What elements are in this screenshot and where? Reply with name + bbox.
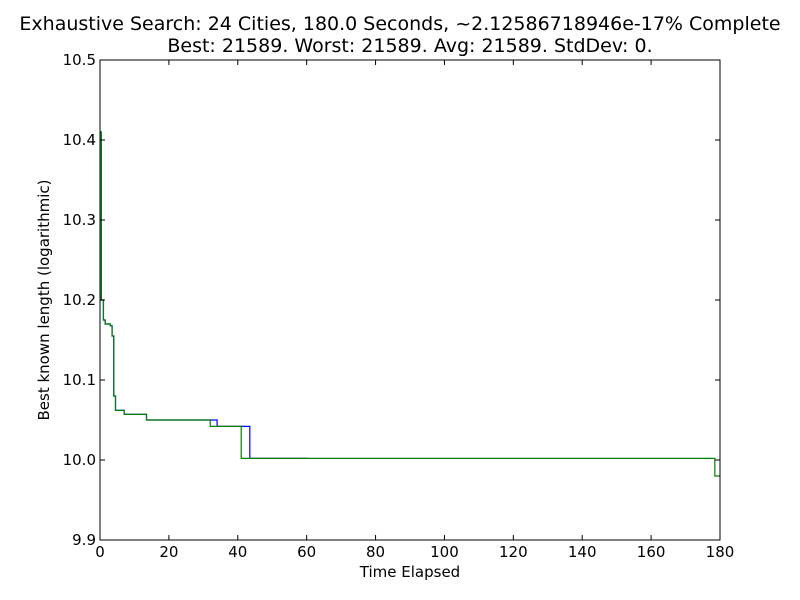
y-tick-label: 9.9 bbox=[72, 531, 96, 549]
series-line-1 bbox=[100, 131, 309, 459]
x-axis-label: Time Elapsed bbox=[359, 563, 460, 581]
x-tick-label: 20 bbox=[159, 543, 178, 561]
x-tick-label: 140 bbox=[568, 543, 597, 561]
series-layer bbox=[100, 131, 720, 477]
y-tick-label: 10.2 bbox=[63, 291, 96, 309]
x-tick-label: 160 bbox=[637, 543, 666, 561]
x-tick-label: 0 bbox=[95, 543, 105, 561]
y-axis-label: Best known length (logarithmic) bbox=[35, 180, 53, 421]
y-tick-label: 10.4 bbox=[63, 131, 96, 149]
y-tick-label: 10.3 bbox=[63, 211, 96, 229]
chart-subtitle: Best: 21589. Worst: 21589. Avg: 21589. S… bbox=[167, 35, 652, 57]
chart-title: Exhaustive Search: 24 Cities, 180.0 Seco… bbox=[19, 13, 780, 35]
x-tick-label: 60 bbox=[297, 543, 316, 561]
plot-area-frame bbox=[99, 59, 721, 541]
y-tick-label: 10.0 bbox=[63, 451, 96, 469]
y-tick-label: 10.5 bbox=[63, 51, 96, 69]
x-tick-label: 180 bbox=[706, 543, 735, 561]
x-tick-label: 80 bbox=[366, 543, 385, 561]
x-tick-label: 100 bbox=[430, 543, 459, 561]
y-tick-label: 10.1 bbox=[63, 371, 96, 389]
series-line-2 bbox=[100, 131, 720, 477]
x-tick-label: 120 bbox=[499, 543, 528, 561]
x-tick-label: 40 bbox=[228, 543, 247, 561]
tick-layer: 0 20 40 60 80 100 120 140 160 180 9.9 10.0 10.1 10.2 1… bbox=[63, 51, 735, 561]
